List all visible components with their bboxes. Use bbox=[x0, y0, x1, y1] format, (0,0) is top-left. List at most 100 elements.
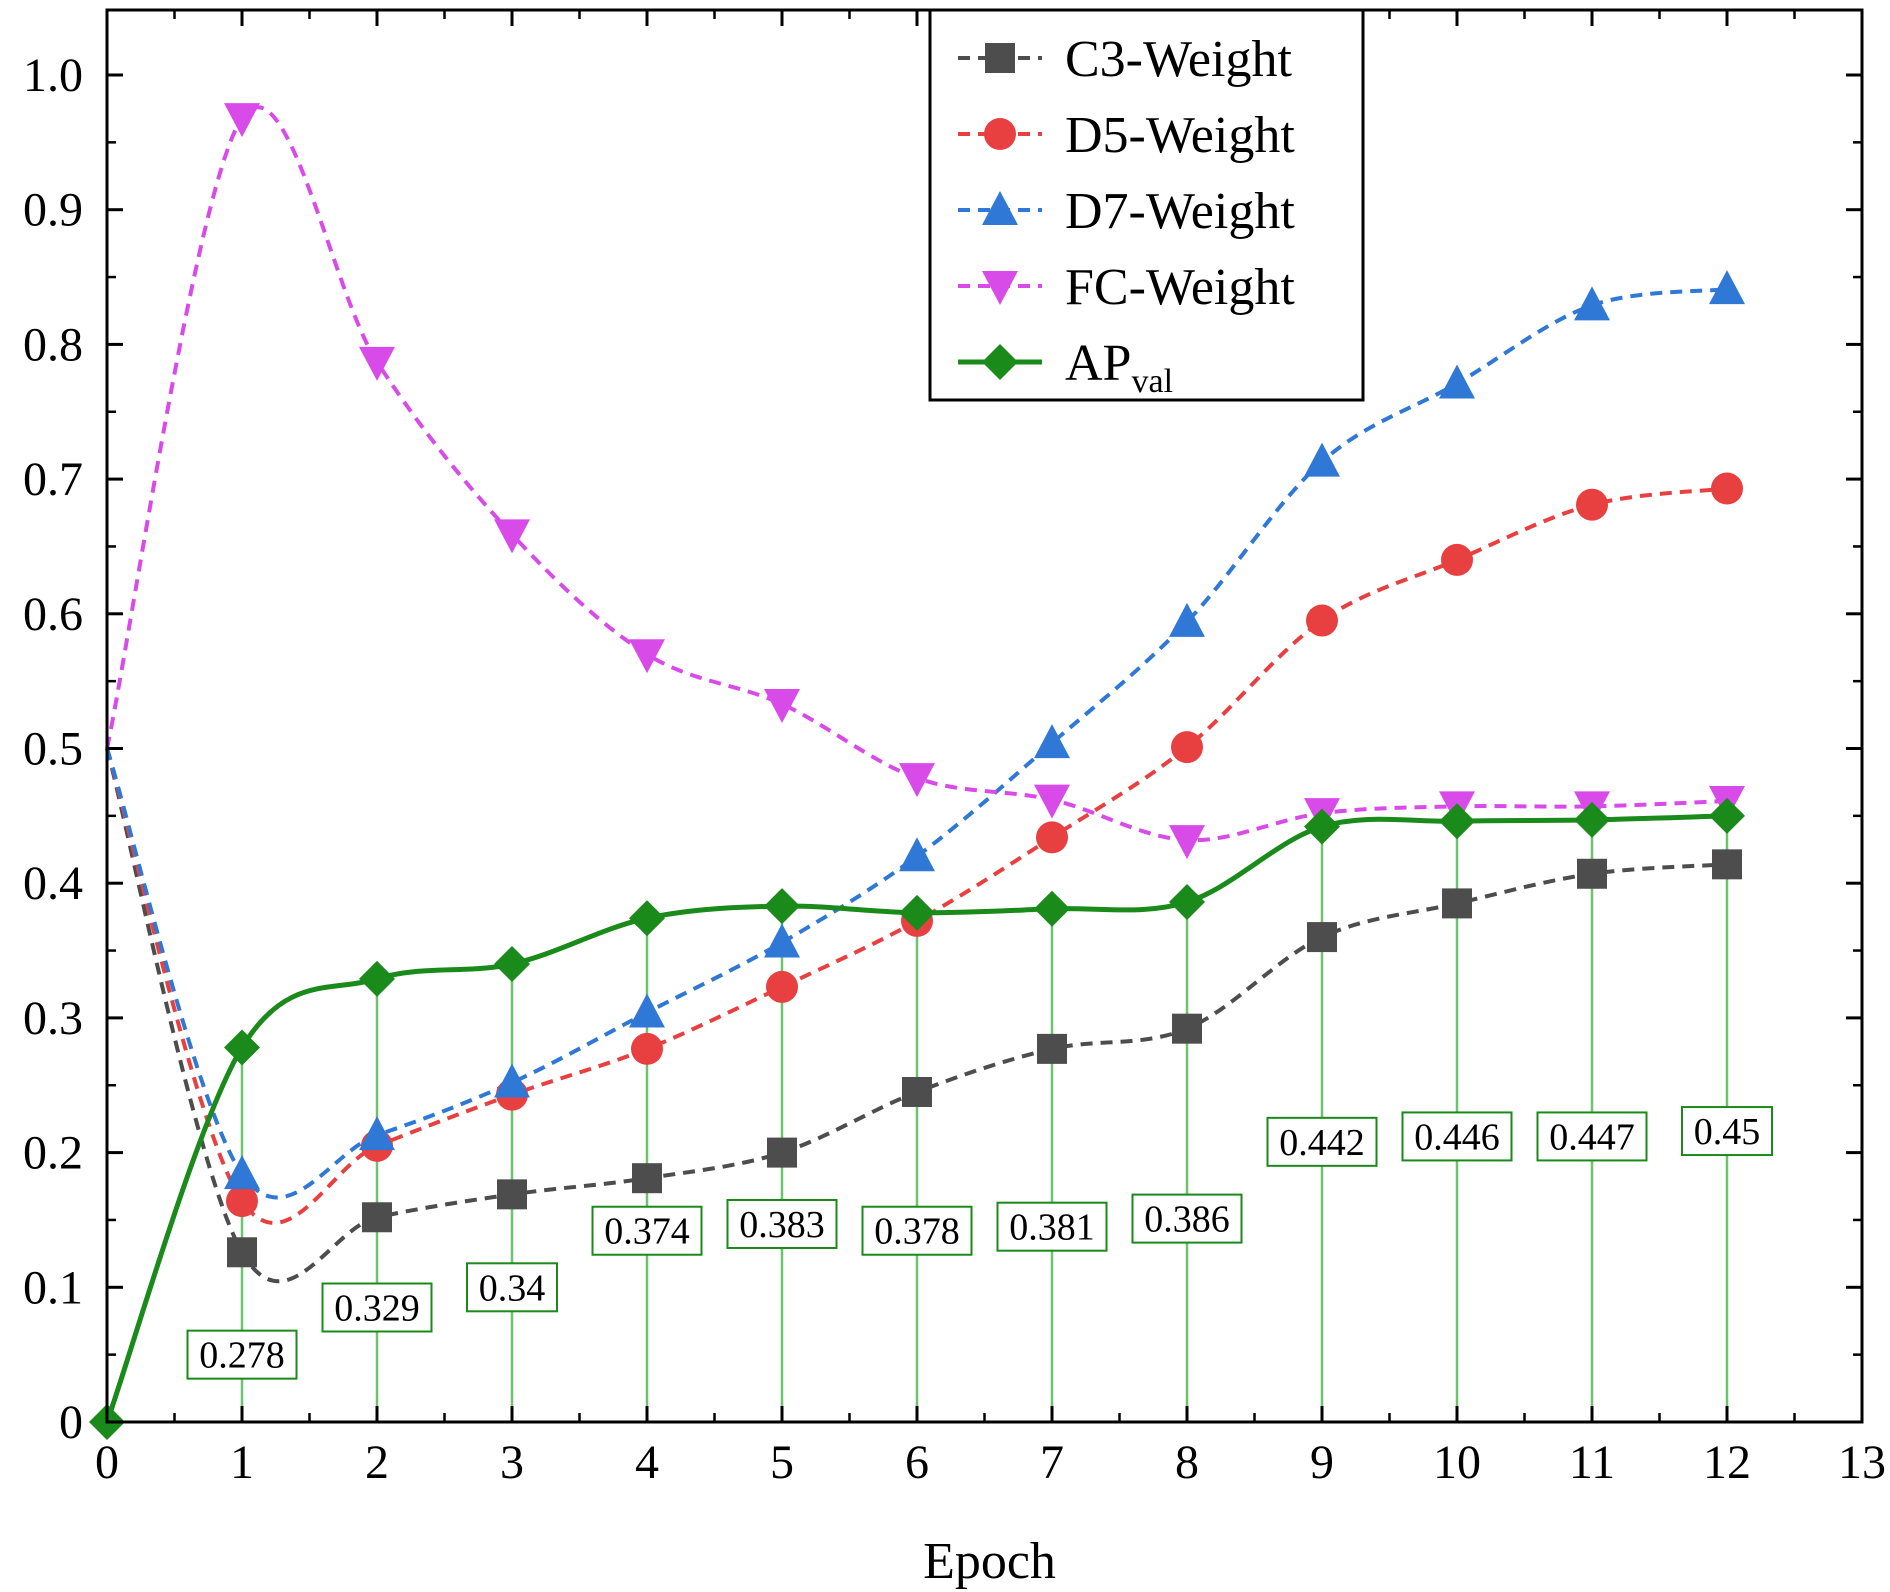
legend-label-subscript: val bbox=[1131, 363, 1173, 400]
axes: 0 1 2 3 4 5 6 7 8 9 10 11 12 1300.10.20.30.40.50.60.7… bbox=[23, 8, 1886, 1489]
y-tick-label: 0 bbox=[59, 1396, 83, 1449]
x-tick-label: 2 bbox=[365, 1436, 389, 1489]
annotation-box bbox=[1266, 1116, 1378, 1167]
x-tick-label: 7 bbox=[1040, 1436, 1064, 1489]
series-line bbox=[105, 747, 1728, 1284]
legend-label: D5-Weight bbox=[1065, 107, 1295, 164]
data-label: 0.278 bbox=[199, 1335, 285, 1377]
y-tick-label: 0.5 bbox=[23, 723, 83, 776]
data-point bbox=[1712, 849, 1742, 880]
x-tick-label: 11 bbox=[1569, 1436, 1615, 1489]
y-tick-label: 0.9 bbox=[23, 184, 83, 237]
annotation-box bbox=[1131, 1193, 1243, 1244]
data-point bbox=[632, 1163, 662, 1194]
annotation-box bbox=[861, 1205, 973, 1256]
data-label: 0.446 bbox=[1414, 1116, 1500, 1158]
legend-item: FC-Weight bbox=[958, 259, 1295, 316]
legend-item: C3-Weight bbox=[958, 31, 1292, 88]
series-line bbox=[105, 105, 1728, 843]
data-point bbox=[1034, 890, 1070, 927]
x-tick-label: 3 bbox=[500, 1436, 524, 1489]
x-tick-label: 0 bbox=[95, 1436, 119, 1489]
data-point bbox=[629, 639, 665, 674]
annotation-box bbox=[186, 1329, 298, 1380]
data-label: 0.442 bbox=[1279, 1122, 1365, 1164]
data-point bbox=[1574, 801, 1610, 838]
annotation-box bbox=[1401, 1111, 1513, 1162]
data-point bbox=[1442, 888, 1472, 919]
data-label: 0.386 bbox=[1144, 1199, 1230, 1241]
data-label: 0.34 bbox=[479, 1267, 546, 1309]
annotation-box bbox=[591, 1205, 703, 1256]
data-point bbox=[1441, 543, 1473, 576]
legend-label: C3-Weight bbox=[1065, 31, 1292, 88]
legend-marker bbox=[982, 344, 1018, 380]
series-line bbox=[105, 486, 1728, 1225]
data-point bbox=[899, 894, 935, 931]
x-tick-label: 12 bbox=[1703, 1436, 1751, 1489]
data-point bbox=[494, 519, 530, 554]
x-tick-label: 5 bbox=[770, 1436, 794, 1489]
data-point bbox=[764, 888, 800, 925]
data-point bbox=[1171, 731, 1203, 764]
data-point bbox=[1307, 922, 1337, 953]
data-point bbox=[224, 1155, 260, 1190]
data-point bbox=[899, 837, 935, 872]
data-point bbox=[1306, 604, 1338, 637]
data-point bbox=[1169, 602, 1205, 637]
data-point bbox=[766, 970, 798, 1003]
data-label: 0.383 bbox=[739, 1204, 825, 1246]
data-point bbox=[1304, 808, 1340, 845]
y-tick-label: 0.2 bbox=[23, 1127, 83, 1180]
data-point bbox=[1034, 724, 1070, 759]
series-markers bbox=[89, 103, 1745, 1440]
data-point bbox=[1034, 784, 1070, 819]
y-tick-label: 0.6 bbox=[23, 588, 83, 641]
data-point bbox=[1169, 825, 1205, 860]
data-point bbox=[1709, 270, 1745, 305]
data-point bbox=[1576, 488, 1608, 521]
data-point bbox=[899, 763, 935, 798]
data-point bbox=[494, 1063, 530, 1098]
y-tick-label: 1.0 bbox=[23, 49, 83, 102]
data-point bbox=[359, 960, 395, 997]
annotation-box bbox=[726, 1198, 838, 1249]
x-tick-label: 10 bbox=[1433, 1436, 1481, 1489]
data-point bbox=[227, 1237, 257, 1268]
legend-marker bbox=[982, 191, 1018, 225]
data-point bbox=[764, 689, 800, 724]
data-point bbox=[1172, 1013, 1202, 1044]
data-point bbox=[629, 993, 665, 1028]
data-point bbox=[631, 1032, 663, 1065]
legend-label: FC-Weight bbox=[1065, 259, 1295, 316]
data-label: 0.378 bbox=[874, 1211, 960, 1253]
data-point bbox=[1709, 797, 1745, 834]
y-tick-label: 0.7 bbox=[23, 453, 83, 506]
annotation-box bbox=[321, 1282, 433, 1333]
value-annotations: 0.278 0.329 0.34 0.374 0.383 0.378 0.381 0.386 0… bbox=[186, 1106, 1773, 1380]
data-point bbox=[224, 103, 260, 138]
x-tick-label: 6 bbox=[905, 1436, 929, 1489]
annotation-box bbox=[1536, 1111, 1648, 1162]
legend: C3-Weight D5-Weight D7-Weight FC-Weight APva… bbox=[928, 8, 1365, 402]
data-point bbox=[1439, 803, 1475, 840]
legend-label: D7-Weight bbox=[1065, 183, 1295, 240]
data-point bbox=[1037, 1033, 1067, 1064]
data-point bbox=[767, 1137, 797, 1168]
legend-item: D5-Weight bbox=[958, 107, 1295, 164]
legend-label: APval bbox=[1065, 335, 1173, 400]
y-tick-label: 0.8 bbox=[23, 318, 83, 371]
y-tick-label: 0.1 bbox=[23, 1261, 83, 1314]
y-tick-label: 0.3 bbox=[23, 992, 83, 1045]
data-label: 0.329 bbox=[334, 1288, 420, 1330]
data-label: 0.381 bbox=[1009, 1207, 1095, 1249]
y-tick-label: 0.4 bbox=[23, 857, 83, 910]
annotation-box bbox=[996, 1201, 1108, 1252]
data-point bbox=[902, 1076, 932, 1107]
x-axis-title: Epoch bbox=[923, 1533, 1056, 1590]
data-point bbox=[629, 900, 665, 937]
data-point bbox=[359, 1116, 395, 1151]
legend-marker bbox=[984, 118, 1016, 150]
data-label: 0.447 bbox=[1549, 1116, 1635, 1158]
